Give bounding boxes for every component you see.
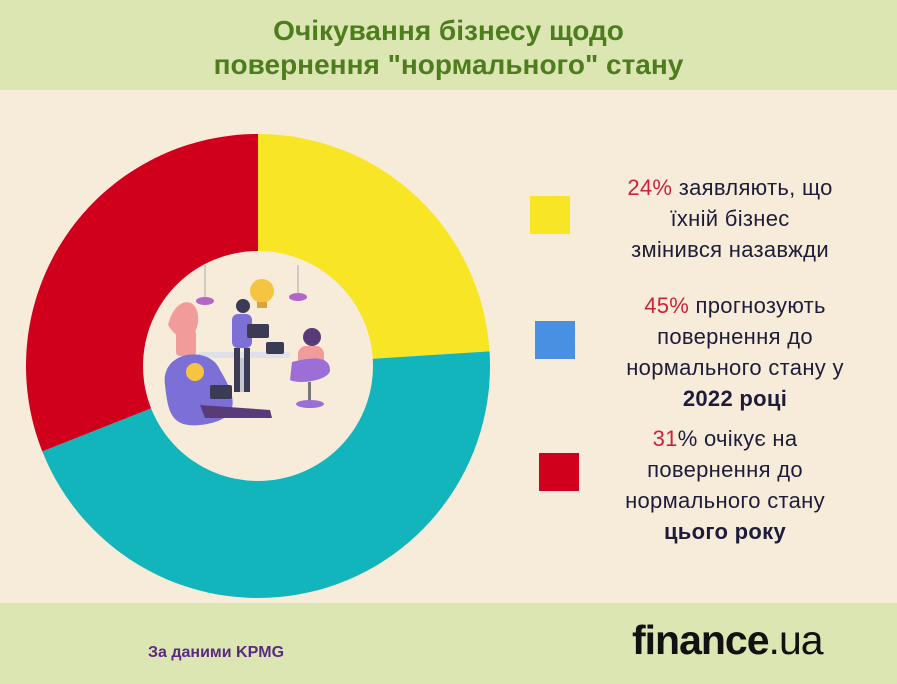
- legend-pct-2: 45%: [644, 293, 690, 318]
- title-line-2: повернення "нормального" стану: [213, 49, 684, 80]
- header-band: [0, 0, 897, 90]
- legend-line: 2022 році: [682, 386, 788, 411]
- legend-line: цього року: [663, 519, 787, 544]
- legend-line: повернення до: [657, 324, 813, 349]
- brand-tld: .ua: [768, 617, 824, 663]
- legend-line: прогнозують: [689, 293, 826, 318]
- donut-chart: [26, 134, 490, 598]
- legend-line: повернення до: [647, 457, 803, 482]
- title-line-1: Очікування бізнесу щодо: [273, 15, 624, 46]
- legend-text-3: 31% очікує на повернення до нормального …: [575, 423, 875, 547]
- legend-text-2: 45% прогнозують повернення до нормальног…: [585, 290, 885, 414]
- legend-line: нормального стану у: [626, 355, 844, 380]
- footer-band: [0, 603, 897, 684]
- legend-text-1: 24% заявляють, що їхній бізнес змінився …: [580, 172, 880, 265]
- legend-line: їхній бізнес: [670, 206, 790, 231]
- legend-pct-3: 31: [652, 426, 678, 451]
- legend-swatch-2: [535, 321, 575, 359]
- legend-line: змінився назавжди: [631, 237, 829, 262]
- legend-swatch-3: [539, 453, 579, 491]
- legend-pct-1: 24%: [627, 175, 673, 200]
- legend-line: нормального стану: [625, 488, 825, 513]
- chart-title: Очікування бізнесу щодо повернення "норм…: [0, 14, 897, 82]
- legend-line: заявляють, що: [672, 175, 833, 200]
- legend-swatch-1: [530, 196, 570, 234]
- legend-line: % очікує на: [677, 426, 798, 451]
- brand-logo: finance.ua: [632, 617, 824, 664]
- illustration-icon: [164, 265, 330, 426]
- source-text: За даними KPMG: [148, 644, 285, 661]
- brand-main: finance: [632, 617, 770, 663]
